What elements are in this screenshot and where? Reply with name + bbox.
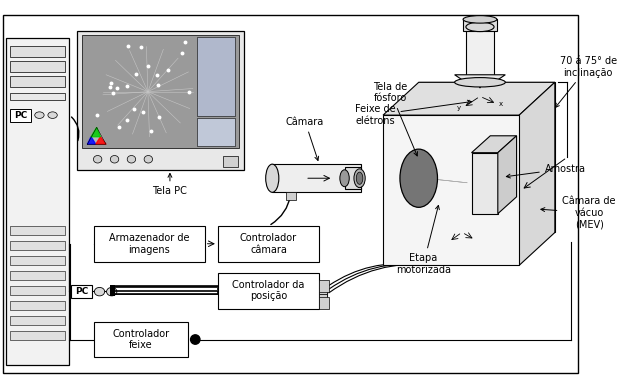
Text: y: y (457, 105, 461, 111)
Bar (218, 273, 319, 308)
Bar (94, 226, 205, 262)
Bar (11, 256, 65, 265)
Bar (11, 76, 65, 87)
Bar (77, 31, 244, 170)
Bar (11, 316, 65, 326)
Ellipse shape (454, 78, 505, 87)
Bar (11, 46, 65, 57)
Bar (218, 226, 319, 262)
Polygon shape (87, 137, 96, 144)
Text: PC: PC (14, 111, 27, 120)
Bar (11, 286, 65, 295)
Bar (11, 226, 65, 235)
Text: Câmara: Câmara (286, 116, 324, 161)
Bar (71, 285, 92, 298)
Ellipse shape (463, 16, 497, 23)
Bar (223, 156, 238, 167)
Bar (319, 281, 329, 292)
Ellipse shape (400, 149, 438, 207)
Text: PC: PC (75, 287, 89, 296)
Polygon shape (383, 115, 519, 265)
Bar (11, 271, 65, 281)
Bar (272, 164, 361, 192)
Polygon shape (454, 75, 505, 82)
Ellipse shape (106, 288, 117, 296)
Bar (345, 167, 361, 189)
Ellipse shape (144, 156, 152, 163)
Text: Controlador
câmara: Controlador câmara (240, 233, 297, 255)
Ellipse shape (340, 170, 349, 187)
Ellipse shape (93, 156, 102, 163)
Bar (319, 282, 327, 288)
Text: Tela de
fósforo: Tela de fósforo (373, 81, 417, 156)
Text: Câmara de
vácuo
(MEV): Câmara de vácuo (MEV) (541, 196, 616, 229)
Text: Controlador da
posição: Controlador da posição (232, 280, 305, 301)
Bar (11, 241, 65, 250)
Text: 70 á 75° de
inclinação: 70 á 75° de inclinação (555, 56, 617, 107)
Bar (319, 293, 327, 299)
Polygon shape (498, 136, 517, 214)
Text: x: x (477, 238, 481, 244)
Text: Controlador
feixe: Controlador feixe (112, 329, 170, 350)
Bar (319, 288, 327, 293)
Ellipse shape (35, 112, 44, 118)
Bar (319, 297, 329, 308)
Bar (94, 322, 188, 357)
Bar (11, 109, 31, 122)
Bar (6, 38, 69, 365)
Ellipse shape (466, 22, 494, 31)
Bar (197, 37, 235, 116)
Polygon shape (96, 137, 106, 144)
Polygon shape (418, 82, 555, 232)
Ellipse shape (128, 156, 136, 163)
Bar (114, 287, 217, 294)
Bar (82, 35, 240, 148)
Text: x: x (498, 101, 503, 107)
Ellipse shape (110, 156, 119, 163)
Bar (11, 301, 65, 310)
Bar (287, 192, 296, 200)
Bar (466, 27, 494, 82)
Bar (197, 118, 235, 146)
Text: Amostra: Amostra (506, 164, 586, 178)
Ellipse shape (354, 169, 365, 188)
Polygon shape (472, 153, 498, 214)
Polygon shape (87, 127, 106, 144)
Circle shape (191, 335, 200, 344)
Ellipse shape (266, 164, 279, 192)
Text: y: y (443, 240, 447, 246)
Ellipse shape (48, 112, 58, 118)
Polygon shape (519, 82, 555, 265)
Ellipse shape (357, 172, 363, 184)
Text: Feixe de
elétrons: Feixe de elétrons (355, 100, 472, 126)
Bar (110, 285, 116, 296)
Text: Etapa
motorizada: Etapa motorizada (396, 205, 451, 275)
Text: Armazenador de
imagens: Armazenador de imagens (109, 233, 189, 255)
Bar (463, 19, 497, 31)
Polygon shape (383, 82, 555, 115)
Polygon shape (472, 136, 517, 153)
Ellipse shape (94, 288, 105, 296)
Bar (11, 93, 65, 100)
Bar (11, 61, 65, 72)
Polygon shape (91, 127, 100, 137)
Bar (11, 331, 65, 340)
Text: Tela PC: Tela PC (152, 173, 188, 196)
